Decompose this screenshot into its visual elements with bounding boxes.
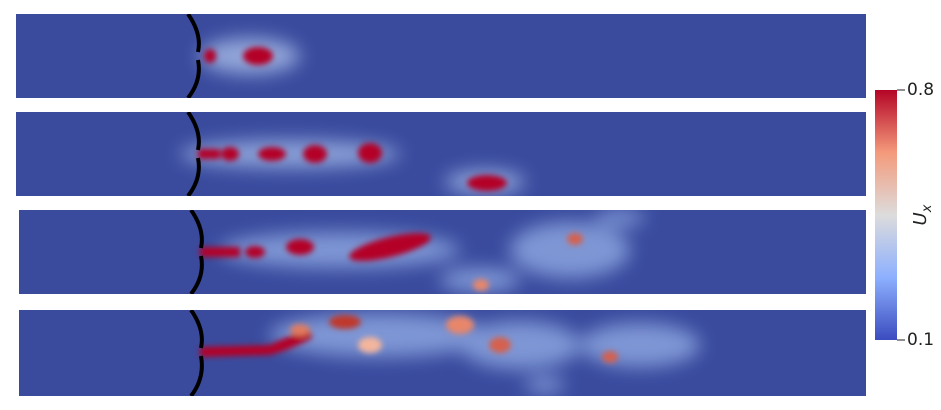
flow-panel — [16, 112, 866, 196]
flow-panel — [16, 14, 866, 98]
colorbar-tick-label: 0.8 — [907, 80, 934, 100]
colorbar-gradient — [875, 90, 897, 340]
colorbar-label: Ux — [910, 204, 935, 225]
flow-panel — [19, 210, 866, 294]
colorbar-label-sub: x — [920, 204, 935, 213]
colorbar-tick-label: 0.1 — [907, 330, 934, 350]
colorbar: Ux 0.8 0.1 — [875, 80, 935, 350]
colorbar-label-main: U — [910, 212, 931, 225]
flow-panel — [19, 310, 866, 396]
